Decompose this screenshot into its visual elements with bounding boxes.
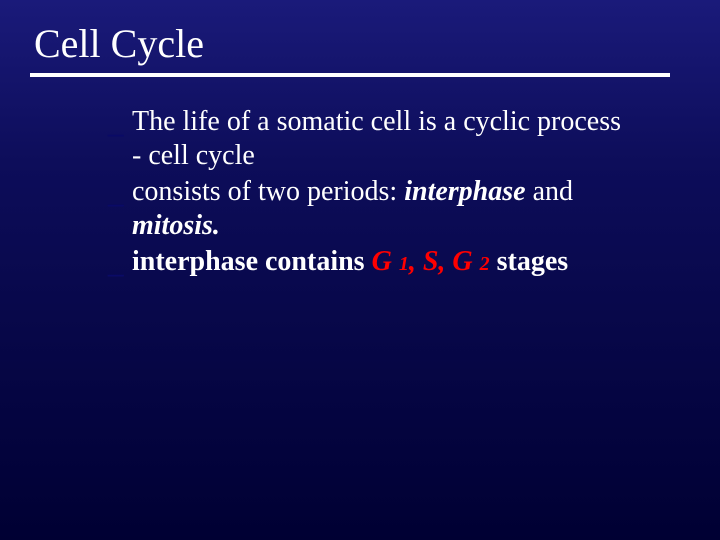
text-run: . xyxy=(213,210,220,241)
bullet-item: _ interphase contains G 1, S, G 2 stages xyxy=(108,245,630,281)
text-s: S xyxy=(423,246,439,277)
bullet-text: interphase contains G 1, S, G 2 stages xyxy=(132,245,568,281)
bullet-text: consists of two periods: interphase and … xyxy=(132,175,630,243)
bullet-marker: _ xyxy=(108,245,132,279)
bullet-marker: _ xyxy=(108,175,132,209)
text-comma: , xyxy=(409,246,423,277)
text-g1-n: 1 xyxy=(399,253,409,275)
slide-title: Cell Cycle xyxy=(30,20,690,67)
text-g2-n: 2 xyxy=(480,253,490,275)
text-g1-g: G xyxy=(372,246,399,277)
bullet-marker: _ xyxy=(108,105,132,139)
bullet-item: _ The life of a somatic cell is a cyclic… xyxy=(108,105,630,173)
bullet-item: _ consists of two periods: interphase an… xyxy=(108,175,630,243)
bullet-text: The life of a somatic cell is a cyclic p… xyxy=(132,105,630,173)
slide: Cell Cycle _ The life of a somatic cell … xyxy=(0,0,720,540)
title-underline xyxy=(30,73,670,77)
text-run: consists of two periods: xyxy=(132,176,404,207)
text-g2-g: G xyxy=(452,246,479,277)
text-comma: , xyxy=(438,246,452,277)
text-emphasis: interphase xyxy=(404,176,525,207)
text-run: The life of a somatic cell is a cyclic p… xyxy=(132,106,621,171)
text-run: interphase contains xyxy=(132,246,372,277)
slide-content: _ The life of a somatic cell is a cyclic… xyxy=(30,105,690,281)
text-run: and xyxy=(526,176,573,207)
text-emphasis: mitosis xyxy=(132,210,213,241)
text-stages: stages xyxy=(490,246,569,277)
